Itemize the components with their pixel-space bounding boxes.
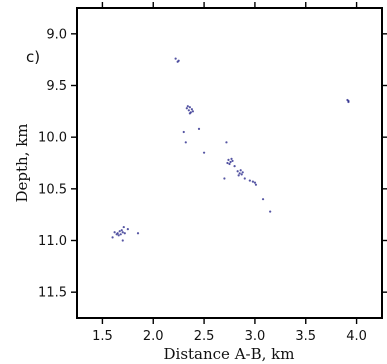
data-point — [233, 165, 236, 168]
data-point — [230, 157, 233, 160]
y-tick-label: 9.0 — [46, 27, 67, 42]
data-point — [251, 180, 254, 183]
data-point — [111, 236, 114, 239]
data-point — [346, 98, 349, 102]
data-point — [243, 177, 246, 180]
data-point — [231, 159, 234, 163]
tick-marks — [71, 2, 387, 324]
tick-labels: 1.5 2.0 2.5 3.0 3.5 4.0 9.0 9.5 10.0 10.5 11.0 11.5 — [38, 27, 367, 344]
data-point — [191, 110, 194, 113]
data-point — [227, 158, 230, 161]
x-tick-label: 2.0 — [143, 329, 164, 344]
data-point — [121, 231, 124, 234]
y-tick-label: 9.5 — [46, 79, 67, 94]
data-point — [228, 162, 231, 166]
x-tick-label: 2.5 — [194, 329, 215, 344]
y-tick-label: 11.5 — [38, 286, 67, 301]
data-point — [119, 233, 122, 236]
data-point — [347, 100, 350, 104]
data-point — [190, 108, 193, 111]
data-point — [174, 57, 177, 60]
x-tick-label: 3.0 — [245, 329, 266, 344]
data-point — [115, 233, 118, 236]
data-point — [184, 141, 187, 144]
y-tick-label: 10.5 — [38, 182, 67, 197]
x-axis-title: Distance A-B, km — [164, 345, 295, 363]
data-point — [236, 170, 239, 173]
data-point — [238, 172, 241, 175]
data-point — [120, 229, 123, 232]
data-point — [226, 161, 229, 165]
data-point — [223, 177, 226, 180]
data-point — [197, 127, 201, 130]
data-point — [269, 210, 272, 213]
data-point — [261, 198, 265, 201]
data-point — [188, 112, 191, 115]
data-point — [188, 106, 191, 109]
data-point — [126, 228, 129, 231]
data-point — [241, 171, 244, 174]
data-point — [240, 173, 243, 176]
data-point — [118, 230, 121, 233]
x-tick-label: 3.5 — [295, 329, 316, 344]
x-tick-label: 1.5 — [92, 329, 113, 344]
data-point — [123, 232, 126, 235]
data-point — [113, 231, 116, 234]
data-points — [111, 57, 350, 242]
data-point — [237, 174, 240, 177]
data-point — [225, 141, 228, 144]
data-point — [117, 234, 120, 237]
data-point — [186, 105, 189, 108]
y-tick-label: 11.0 — [38, 234, 67, 249]
data-point — [229, 160, 232, 164]
y-axis-title: Depth, km — [13, 123, 31, 202]
data-point — [187, 109, 190, 112]
data-point — [254, 183, 258, 186]
data-point — [136, 232, 140, 235]
data-point — [177, 59, 180, 62]
panel-label: c) — [26, 48, 40, 66]
data-point — [202, 151, 206, 154]
data-point — [185, 107, 188, 110]
data-point — [253, 181, 257, 184]
y-tick-label: 10.0 — [38, 131, 67, 146]
data-point — [239, 169, 242, 172]
data-point — [122, 225, 125, 229]
data-point — [121, 239, 124, 242]
x-tick-label: 4.0 — [346, 329, 367, 344]
data-point — [182, 130, 185, 134]
data-point — [248, 179, 251, 182]
